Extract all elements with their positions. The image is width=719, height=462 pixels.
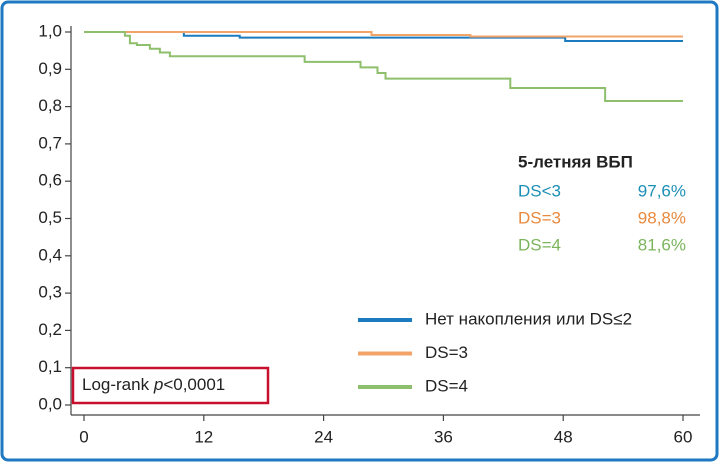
y-tick-label: 0,6 [38,171,62,190]
y-tick-label: 0,1 [38,357,62,376]
y-tick-label: 1,0 [38,21,62,40]
x-tick-label: 12 [194,427,213,446]
x-tick-label: 36 [434,427,453,446]
y-tick-label: 0,8 [38,96,62,115]
x-tick-label: 24 [314,427,333,446]
table-value: 97,6% [638,181,686,200]
logrank-suffix: <0,0001 [163,375,225,394]
table-label: DS<3 [518,181,561,200]
y-tick-label: 0,9 [38,59,62,78]
table-title: 5-летняя ВБП [518,152,633,171]
legend-label: Нет накопления или DS≤2 [425,309,632,328]
y-tick-label: 0,0 [38,394,62,413]
table-value: 98,8% [638,208,686,227]
logrank: Log-rank p<0,0001 [82,375,225,394]
logrank-p: p [153,375,163,394]
x-tick-label: 0 [79,427,88,446]
logrank-box [71,366,270,405]
survival-line [84,31,683,103]
logrank-prefix: Log-rank [82,375,150,394]
legend-label: DS=3 [425,343,468,362]
y-tick-label: 0,5 [38,208,62,227]
legend-label: DS=4 [425,376,468,395]
table-value: 81,6% [638,235,686,254]
table-label: DS=3 [518,208,561,227]
y-tick-label: 0,2 [38,320,62,339]
table-label: DS=4 [518,235,561,254]
x-tick-label: 48 [554,427,573,446]
y-tick-label: 0,7 [38,133,62,152]
survival-line [84,31,683,38]
x-tick-label: 60 [674,427,693,446]
y-tick-label: 0,4 [38,245,62,264]
y-tick-label: 0,3 [38,283,62,302]
